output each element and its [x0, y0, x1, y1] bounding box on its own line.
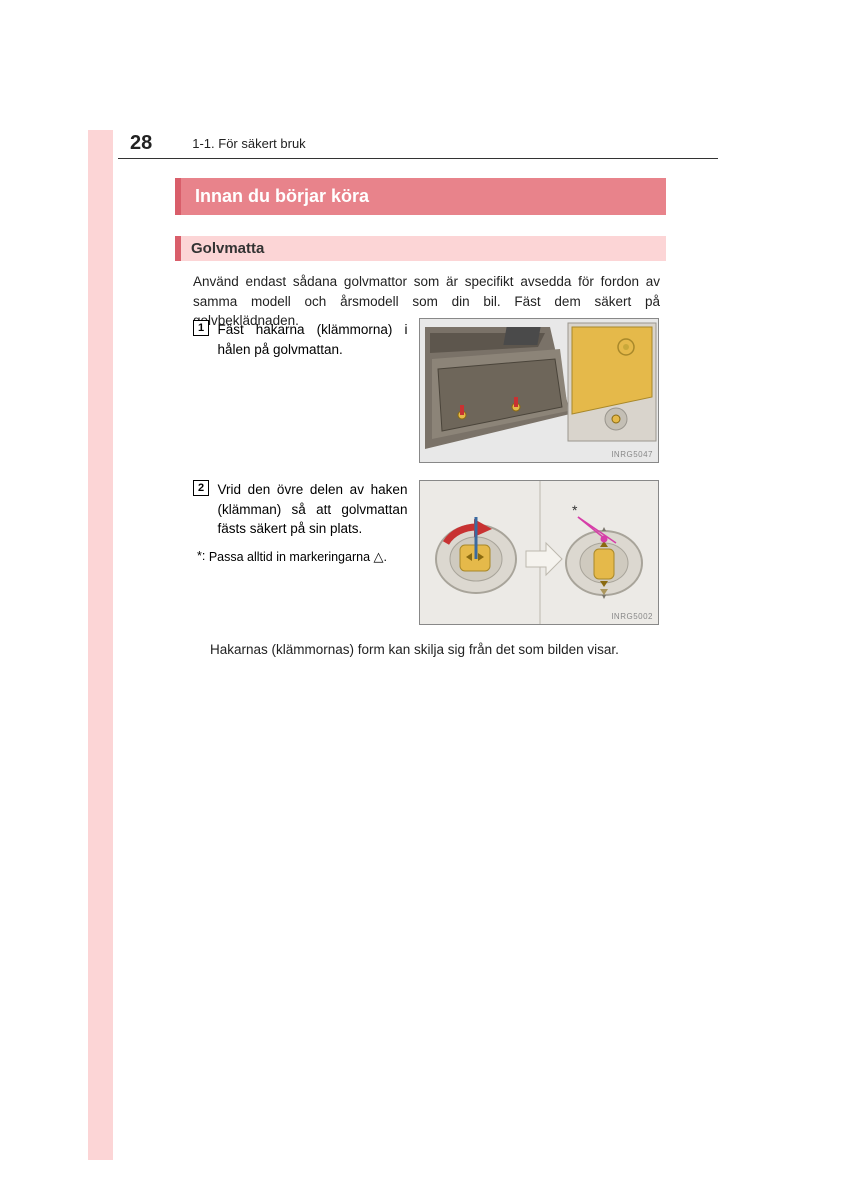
illustration-1: INRG5047	[419, 318, 659, 463]
step-text: Vrid den övre delen av haken (klämman) s…	[217, 480, 407, 539]
step-number-box: 2	[193, 480, 209, 496]
illustration-label: INRG5047	[611, 450, 653, 459]
illustration-2: * INRG5002	[419, 480, 659, 625]
page-header: 28 1-1. För säkert bruk	[118, 132, 718, 159]
triangle-icon: △	[374, 549, 384, 565]
step-number-box: 1	[193, 320, 209, 336]
step-text: Fäst hakarna (klämmorna) i hålen på golv…	[217, 320, 407, 359]
section-reference: 1-1. För säkert bruk	[192, 136, 305, 151]
sub-heading: Golvmatta	[175, 236, 666, 261]
step-footnote: *: Passa alltid in markeringarna △.	[197, 549, 413, 565]
illustration-label: INRG5002	[611, 612, 653, 621]
footnote-text: Passa alltid in markeringarna	[209, 550, 370, 564]
closing-note: Hakarnas (klämmornas) form kan skilja si…	[210, 642, 619, 657]
page-number: 28	[130, 132, 152, 155]
step-2: 2 Vrid den övre delen av haken (klämman)…	[193, 480, 413, 565]
step-1: 1 Fäst hakarna (klämmorna) i hålen på go…	[193, 320, 413, 359]
main-heading: Innan du börjar köra	[175, 178, 666, 215]
svg-text:*: *	[572, 502, 578, 518]
footnote-marker: *:	[197, 549, 205, 563]
sidebar-stripe	[88, 130, 113, 1160]
